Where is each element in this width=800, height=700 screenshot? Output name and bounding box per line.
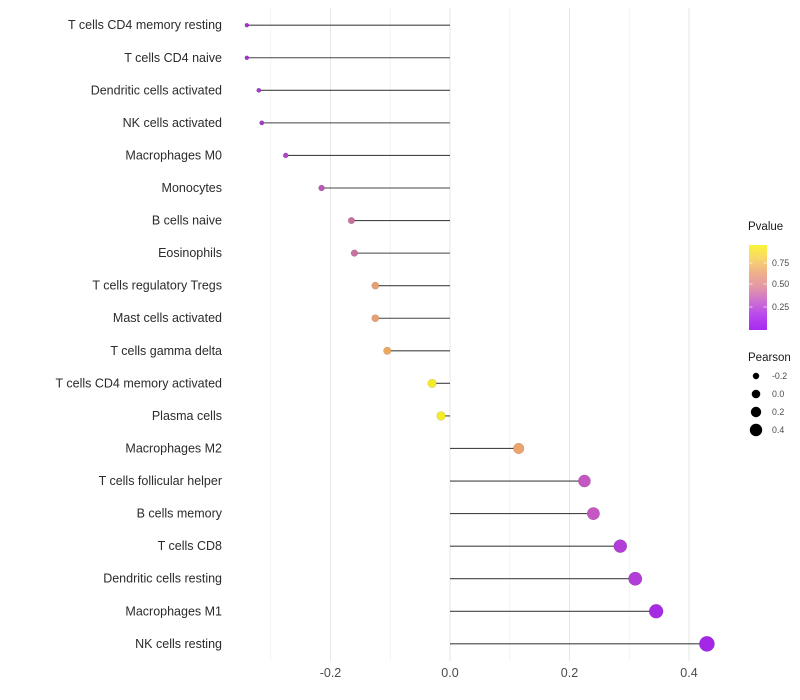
y-axis-label: Macrophages M0 (125, 148, 222, 162)
lollipop-dot (256, 87, 262, 93)
y-axis-label: Macrophages M1 (125, 604, 222, 618)
lollipop-dot (586, 507, 600, 521)
lollipop-dot (578, 474, 591, 488)
y-axis-label: Monocytes (162, 181, 222, 195)
pvalue-tick-label: 0.50 (772, 279, 789, 289)
y-axis-label: Dendritic cells activated (91, 83, 222, 97)
lollipop-dot (282, 152, 289, 159)
y-axis-label: NK cells activated (123, 116, 222, 130)
y-axis-label: T cells CD4 memory activated (56, 376, 223, 390)
pvalue-tick-label: 0.75 (772, 258, 789, 268)
lollipop-dot (648, 604, 664, 619)
y-axis-label: Mast cells activated (113, 311, 222, 325)
pearson-legend-dot (751, 389, 761, 399)
lollipop-dot (613, 539, 628, 553)
pvalue-colorbar (749, 245, 767, 330)
lollipop-dot (244, 55, 250, 61)
y-axis-label: NK cells resting (135, 637, 222, 651)
lollipop-dot (347, 216, 355, 225)
pvalue-legend-title: Pvalue (748, 221, 783, 233)
lollipop-dot (350, 249, 359, 257)
y-axis-label: Eosinophils (158, 246, 222, 260)
y-axis-label: B cells naive (152, 214, 222, 228)
y-axis-label: T cells CD4 naive (124, 51, 222, 65)
y-axis-label: T cells follicular helper (99, 474, 222, 488)
lollipop-dot (259, 120, 265, 126)
pearson-legend-title: Pearson (748, 352, 791, 364)
lollipop-dot (318, 184, 325, 192)
pearson-legend-label: -0.2 (772, 371, 787, 381)
y-axis-label: Dendritic cells resting (103, 572, 222, 586)
pearson-legend-label: 0.0 (772, 389, 784, 399)
pearson-legend-label: 0.4 (772, 425, 784, 435)
lollipop-dot (436, 411, 446, 421)
x-tick-label: -0.2 (320, 666, 342, 680)
pvalue-tick-label: 0.25 (772, 302, 789, 312)
lollipop-dot (699, 635, 715, 652)
y-axis-label: T cells CD8 (158, 539, 222, 553)
x-tick-label: 0.2 (561, 666, 578, 680)
lollipop-dot (371, 281, 380, 290)
pearson-legend-label: 0.2 (772, 407, 784, 417)
y-axis-label: Macrophages M2 (125, 441, 222, 455)
y-axis-label: Plasma cells (152, 409, 222, 423)
lollipop-dot (513, 442, 525, 455)
y-axis-label: T cells gamma delta (110, 344, 222, 358)
x-tick-label: 0.0 (441, 666, 458, 680)
lollipop-dot (244, 22, 250, 28)
y-axis-label: T cells regulatory Tregs (92, 279, 222, 293)
lollipop-dot (383, 346, 392, 355)
lollipop-dot (628, 571, 643, 586)
lollipop-dot (427, 378, 437, 388)
x-tick-label: 0.4 (680, 666, 697, 680)
lollipop-dot (371, 314, 380, 323)
pearson-legend-dot (752, 372, 760, 380)
y-axis-label: B cells memory (137, 507, 223, 521)
pearson-legend-dot (750, 406, 762, 418)
y-axis-label: T cells CD4 memory resting (68, 18, 222, 32)
pearson-legend-dot (749, 423, 763, 437)
